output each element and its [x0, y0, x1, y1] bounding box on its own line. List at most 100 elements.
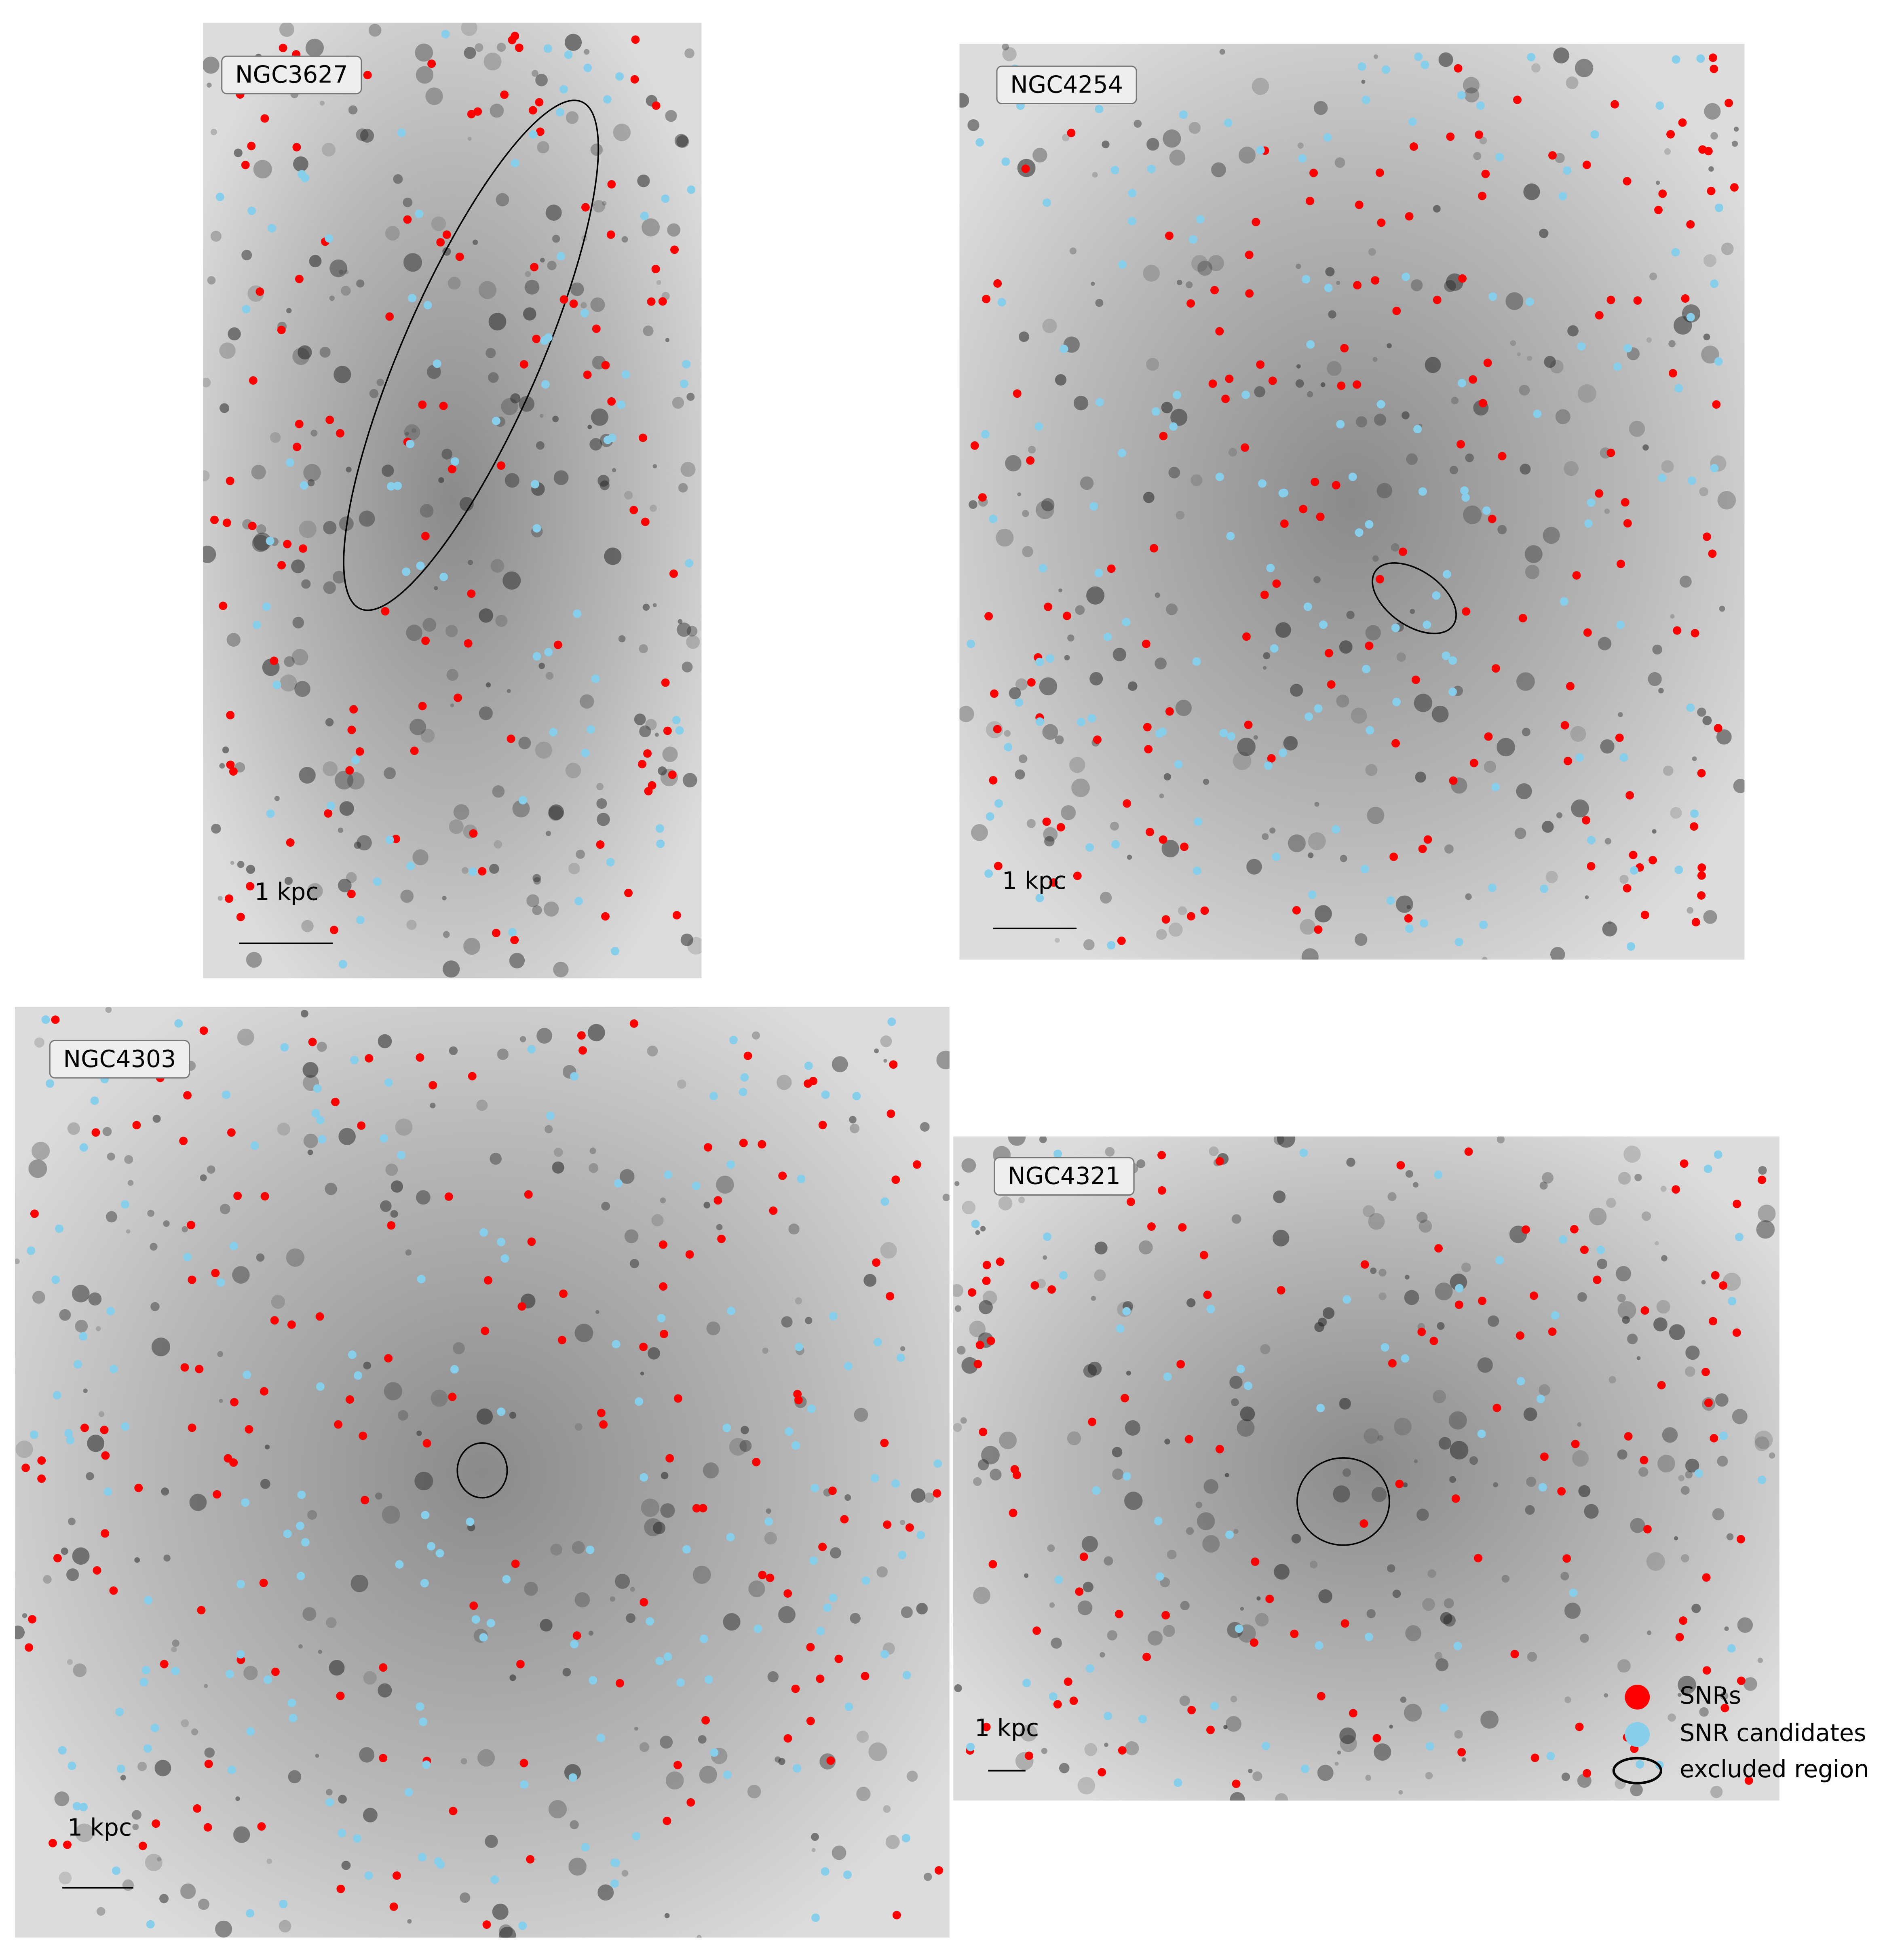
snr [21, 1464, 30, 1472]
star-forming-knot [805, 1316, 813, 1325]
snr-candidate [1360, 865, 1369, 873]
star-forming-knot [1648, 672, 1662, 686]
star-forming-knot [315, 1754, 319, 1758]
snr-candidate [143, 1744, 152, 1753]
snr-candidate [1060, 344, 1068, 353]
snr [1245, 251, 1254, 259]
snr [245, 1425, 253, 1434]
snr-candidate [1671, 248, 1680, 257]
star-forming-knot [1374, 1743, 1391, 1761]
star-forming-knot [572, 1541, 585, 1554]
snr [1010, 1465, 1019, 1474]
snr-candidate [1343, 1295, 1351, 1304]
star-forming-knot [662, 747, 678, 762]
snr [101, 1529, 110, 1538]
snr-candidate [318, 1135, 327, 1144]
star-forming-knot [1365, 625, 1381, 641]
snr [1572, 571, 1581, 580]
snr-candidate [880, 1197, 889, 1206]
star-forming-knot [1069, 247, 1077, 255]
snr-candidate [710, 1748, 719, 1757]
star-forming-knot [1024, 1573, 1029, 1578]
star-forming-knot [198, 1898, 209, 1910]
star-forming-knot [404, 424, 420, 441]
snr-candidate [422, 1760, 431, 1769]
snr-candidate [139, 1678, 148, 1687]
snr-candidate [121, 1422, 130, 1431]
star-forming-knot [589, 438, 602, 451]
star-forming-knot [1618, 712, 1623, 717]
star-forming-knot [1253, 735, 1258, 740]
star-forming-knot [533, 877, 541, 885]
snr [1375, 168, 1384, 177]
snr-candidate [1540, 884, 1549, 893]
snr [403, 215, 412, 224]
star-forming-knot [901, 1606, 913, 1618]
star-forming-knot [1077, 1600, 1093, 1616]
snr [1560, 721, 1569, 730]
star-forming-knot [204, 1684, 208, 1688]
snr-candidate [337, 1829, 346, 1837]
snr-candidate [1376, 400, 1385, 409]
snr-candidate [109, 1365, 118, 1373]
star-forming-knot [293, 156, 308, 172]
star-forming-knot [1166, 603, 1178, 615]
star-forming-knot [384, 767, 396, 779]
star-forming-knot [15, 1441, 33, 1458]
star-forming-knot [1422, 1598, 1435, 1611]
star-forming-knot [1469, 1456, 1478, 1465]
snr-candidate [1022, 1679, 1031, 1687]
star-forming-knot [475, 43, 483, 52]
snr-candidate [1188, 235, 1197, 244]
star-forming-knot [1437, 1322, 1445, 1330]
snr [630, 75, 639, 84]
star-forming-knot [406, 920, 417, 930]
star-forming-knot [1262, 833, 1269, 840]
star-forming-knot [344, 270, 349, 274]
snr [1611, 100, 1619, 109]
snr-candidate [581, 749, 590, 757]
snr-candidate [1421, 61, 1429, 69]
star-forming-knot [1571, 799, 1589, 818]
snr [640, 1598, 648, 1607]
snr-candidate [1225, 1530, 1234, 1539]
snr [515, 43, 523, 52]
snr-candidate [1674, 865, 1683, 874]
snr-candidate [704, 1675, 713, 1684]
snr [346, 1395, 354, 1404]
snr [1389, 852, 1398, 861]
snr [418, 702, 427, 711]
snr-candidate [1590, 130, 1599, 139]
star-forming-knot [159, 1894, 169, 1903]
star-forming-knot [1372, 555, 1379, 562]
snr [1423, 835, 1432, 844]
snr-candidate [570, 1072, 579, 1081]
star-forming-knot [665, 110, 677, 122]
snr-candidate [1362, 664, 1371, 673]
star-forming-knot [329, 295, 335, 301]
snr [1157, 1186, 1166, 1195]
star-forming-knot [1758, 1166, 1767, 1175]
snr-candidate [1127, 217, 1136, 226]
star-forming-knot [448, 276, 461, 290]
snr-candidate [989, 515, 998, 523]
star-forming-knot [1703, 333, 1710, 341]
snr-candidate [246, 1727, 255, 1736]
snr-candidate [423, 301, 432, 310]
snr-candidate [79, 1143, 88, 1152]
star-forming-knot [207, 82, 212, 88]
star-forming-knot [1062, 134, 1070, 141]
snr [1658, 189, 1667, 198]
snr [686, 1798, 695, 1807]
snr [1377, 218, 1386, 227]
star-forming-knot [767, 1671, 779, 1683]
snr [1418, 844, 1427, 853]
snr-candidate [236, 1650, 245, 1659]
star-forming-knot [426, 365, 441, 379]
snr [569, 299, 578, 308]
star-forming-knot [1269, 827, 1276, 834]
snr [1157, 1151, 1166, 1160]
snr [241, 160, 250, 169]
snr [329, 926, 338, 934]
